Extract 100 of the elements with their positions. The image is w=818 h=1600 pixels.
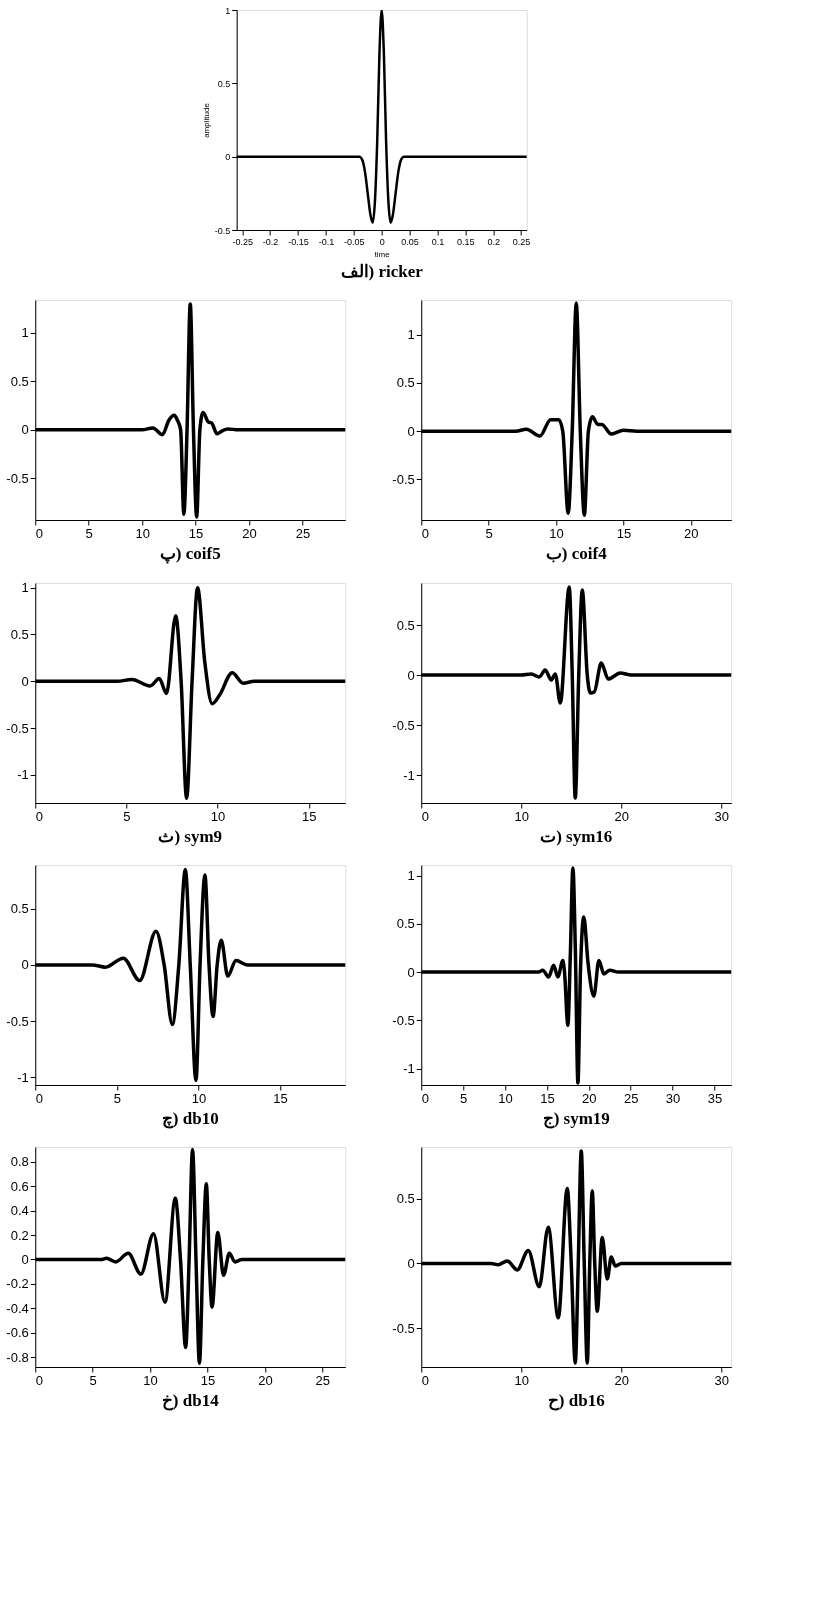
x-tick-label: 5 bbox=[485, 525, 493, 541]
y-tick-label: -0.5 bbox=[6, 470, 29, 486]
text: ث) sym9 bbox=[158, 827, 223, 846]
y-tick-label: 0.6 bbox=[10, 1178, 29, 1194]
x-tick-label: 0.15 bbox=[457, 236, 475, 247]
x-tick-label: 0 bbox=[35, 1090, 43, 1106]
x-tick-label: 0 bbox=[421, 1372, 429, 1388]
x-tick-label: 20 bbox=[614, 808, 629, 824]
y-tick-label: 0.4 bbox=[10, 1203, 29, 1219]
x-tick-label: 25 bbox=[623, 1090, 639, 1106]
y-tick-label: -0.5 bbox=[214, 225, 231, 236]
x-tick-label: 10 bbox=[549, 525, 564, 541]
y-tick-label: 0 bbox=[407, 423, 415, 439]
x-tick-label: 5 bbox=[123, 808, 131, 824]
y-tick-label: 0.8 bbox=[10, 1154, 29, 1170]
y-tick-label: -0.2 bbox=[6, 1276, 29, 1292]
x-tick-label: 0 bbox=[35, 1372, 43, 1388]
text: پ) coif5 bbox=[159, 544, 221, 564]
y-tick-label: 1 bbox=[407, 327, 415, 343]
y-tick-label: -0.6 bbox=[6, 1325, 29, 1341]
x-tick-label: -0.05 bbox=[344, 236, 365, 247]
y-tick-label: 1 bbox=[21, 325, 29, 341]
x-tick-label: 25 bbox=[315, 1372, 331, 1388]
x-tick-label: 0.2 bbox=[487, 236, 500, 247]
x-tick-label: -0.25 bbox=[232, 236, 253, 247]
y-tick-label: -0.5 bbox=[392, 1012, 415, 1028]
x-tick-label: 15 bbox=[302, 808, 317, 824]
x-tick-label: 20 bbox=[582, 1090, 597, 1106]
x-tick-label: 20 bbox=[684, 525, 699, 541]
x-tick-label: 0 bbox=[35, 808, 43, 824]
y-tick-label: 0 bbox=[21, 957, 29, 973]
y-tick-label: -1 bbox=[403, 1061, 415, 1077]
y-tick-label: -1 bbox=[17, 1069, 29, 1085]
y-tick-label: 0 bbox=[407, 964, 415, 980]
y-tick-label: 0.5 bbox=[10, 901, 29, 917]
y-axis-title: amplitude bbox=[201, 102, 211, 138]
x-tick-label: 10 bbox=[498, 1090, 513, 1106]
x-tick-label: -0.1 bbox=[318, 236, 335, 247]
x-tick-label: 30 bbox=[714, 1372, 729, 1388]
y-tick-label: -0.4 bbox=[6, 1300, 29, 1316]
y-tick-label: 0.5 bbox=[396, 617, 415, 633]
x-tick-label: 20 bbox=[258, 1372, 273, 1388]
y-tick-label: -0.5 bbox=[392, 717, 415, 733]
x-tick-label: 10 bbox=[514, 808, 529, 824]
y-tick-label: -0.5 bbox=[6, 1013, 29, 1029]
y-tick-label: 0 bbox=[21, 673, 29, 689]
y-tick-label: 1 bbox=[21, 580, 29, 596]
x-tick-label: 0.25 bbox=[512, 236, 531, 247]
x-tick-label: 5 bbox=[85, 525, 93, 541]
y-tick-label: -0.5 bbox=[6, 720, 29, 736]
y-tick-label: -1 bbox=[17, 767, 29, 783]
x-tick-label: 5 bbox=[89, 1372, 97, 1388]
x-tick-label: 20 bbox=[614, 1372, 629, 1388]
x-tick-label: 25 bbox=[295, 525, 311, 541]
x-tick-label: 5 bbox=[113, 1090, 121, 1106]
x-tick-label: 0.05 bbox=[401, 236, 419, 247]
y-tick-label: 0 bbox=[225, 152, 231, 163]
x-tick-label: 10 bbox=[191, 1090, 207, 1106]
x-tick-label: -0.2 bbox=[262, 236, 279, 247]
x-tick-label: 10 bbox=[135, 525, 150, 541]
y-tick-label: 0.2 bbox=[10, 1227, 29, 1243]
y-tick-label: 1 bbox=[407, 868, 415, 884]
y-tick-label: -0.5 bbox=[392, 1320, 415, 1336]
x-tick-label: 0 bbox=[421, 808, 429, 824]
y-tick-label: -0.8 bbox=[6, 1349, 29, 1365]
x-tick-label: 15 bbox=[540, 1090, 555, 1106]
x-tick-label: 15 bbox=[273, 1090, 288, 1106]
y-tick-label: 0.5 bbox=[10, 373, 29, 389]
x-axis-title: time bbox=[374, 249, 391, 259]
x-tick-label: 0 bbox=[379, 236, 385, 247]
x-tick-label: -0.15 bbox=[288, 236, 309, 247]
y-tick-label: 0 bbox=[407, 1255, 415, 1271]
x-tick-label: 10 bbox=[514, 1372, 529, 1388]
x-tick-label: 15 bbox=[188, 525, 204, 541]
x-tick-label: 0.1 bbox=[431, 236, 445, 247]
y-tick-label: 0.5 bbox=[217, 78, 231, 89]
text: الف) ricker bbox=[340, 262, 424, 281]
text: چ) db10 bbox=[161, 1109, 219, 1129]
y-tick-label: 1 bbox=[225, 5, 231, 16]
x-tick-label: 5 bbox=[460, 1090, 468, 1106]
x-tick-label: 10 bbox=[143, 1372, 158, 1388]
x-tick-label: 30 bbox=[665, 1090, 681, 1106]
text: ح) db16 bbox=[547, 1391, 605, 1411]
x-tick-label: 0 bbox=[421, 1090, 429, 1106]
text: ب) coif4 bbox=[545, 544, 608, 563]
y-tick-label: 0.5 bbox=[10, 626, 29, 642]
x-tick-label: 20 bbox=[242, 525, 257, 541]
text: ج) sym19 bbox=[542, 1109, 610, 1129]
x-tick-label: 0 bbox=[35, 525, 43, 541]
x-tick-label: 15 bbox=[616, 525, 632, 541]
x-tick-label: 35 bbox=[707, 1090, 723, 1106]
y-tick-label: 0.5 bbox=[396, 1191, 415, 1207]
y-tick-label: -0.5 bbox=[392, 471, 415, 487]
y-tick-label: 0 bbox=[21, 422, 29, 438]
y-tick-label: 0.5 bbox=[396, 375, 415, 391]
x-tick-label: 0 bbox=[421, 525, 429, 541]
y-tick-label: -1 bbox=[403, 767, 415, 783]
text: ت) sym16 bbox=[540, 827, 613, 846]
x-tick-label: 10 bbox=[210, 808, 226, 824]
y-tick-label: 0.5 bbox=[396, 916, 415, 932]
